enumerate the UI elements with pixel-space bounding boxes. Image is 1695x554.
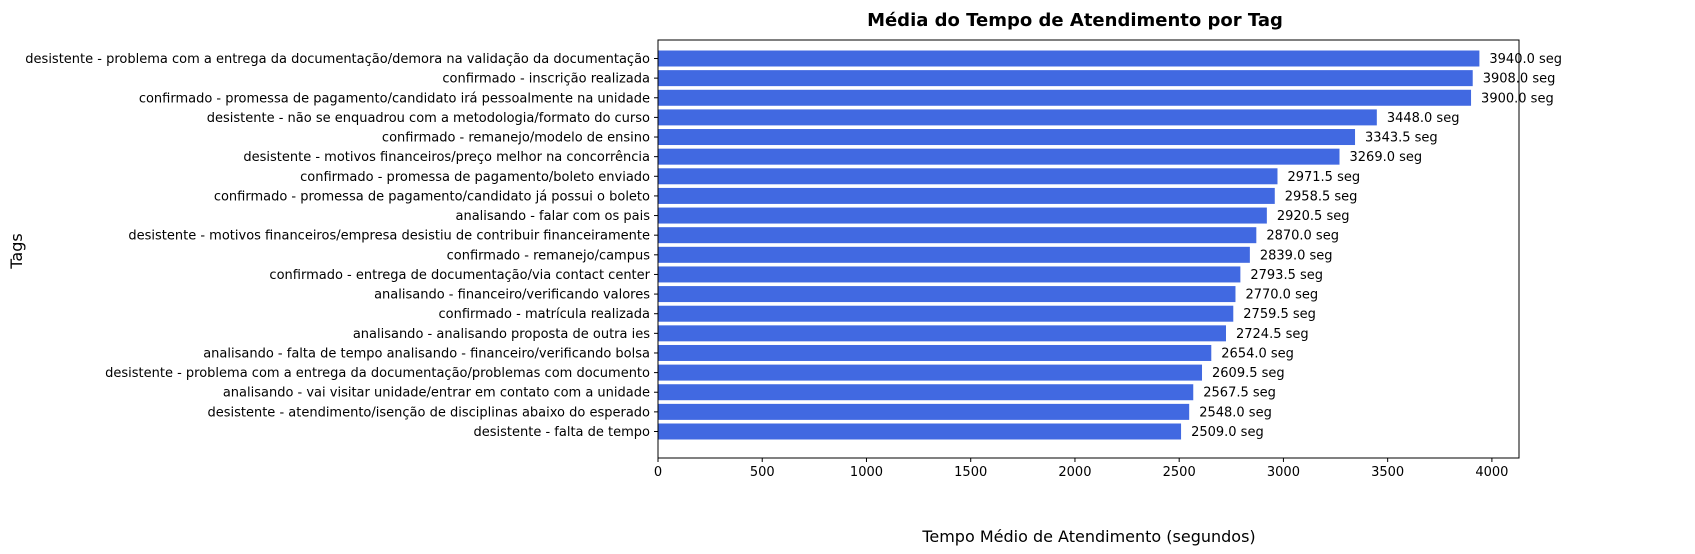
bar	[658, 109, 1377, 126]
data-label: 2724.5 seg	[1236, 327, 1309, 342]
bar	[658, 364, 1203, 381]
data-label: 2839.0 seg	[1260, 248, 1333, 263]
bar	[658, 70, 1473, 87]
plot-frame	[657, 39, 1520, 459]
y-tick-label: analisando - vai visitar unidade/entrar …	[223, 386, 650, 401]
data-label: 3269.0 seg	[1350, 150, 1423, 165]
y-tick-label: confirmado - promessa de pagamento/candi…	[139, 91, 650, 106]
data-label: 2870.0 seg	[1266, 229, 1339, 244]
bar	[658, 266, 1241, 283]
x-tick-label: 3500	[1371, 465, 1404, 480]
bar	[658, 129, 1356, 146]
y-axis-label: Tags	[7, 233, 26, 269]
data-label: 3448.0 seg	[1387, 111, 1460, 126]
x-tick-label: 500	[750, 465, 775, 480]
data-label: 3940.0 seg	[1489, 52, 1562, 67]
bar	[658, 207, 1267, 224]
x-tick-label: 1000	[850, 465, 883, 480]
data-label: 2509.0 seg	[1191, 425, 1264, 440]
y-tick-label: analisando - falta de tempo analisando -…	[203, 346, 650, 361]
x-tick-label: 4000	[1475, 465, 1508, 480]
x-tick-label: 2500	[1163, 465, 1196, 480]
bar	[658, 89, 1472, 106]
data-label: 2920.5 seg	[1277, 209, 1350, 224]
y-tick-label: confirmado - entrega de documentação/via…	[269, 268, 650, 283]
data-label: 2567.5 seg	[1203, 386, 1276, 401]
data-label: 3343.5 seg	[1365, 131, 1438, 146]
plot-area: desistente - problema com a entrega da d…	[25, 39, 1562, 480]
x-tick-label: 3000	[1267, 465, 1300, 480]
bar	[658, 168, 1278, 185]
bar	[658, 325, 1226, 342]
y-tick-label: confirmado - remanejo/campus	[447, 248, 651, 263]
bar	[658, 286, 1236, 303]
data-label: 2548.0 seg	[1199, 405, 1272, 420]
bar	[658, 50, 1480, 67]
y-tick-label: confirmado - inscrição realizada	[442, 72, 650, 87]
y-tick-label: analisando - analisando proposta de outr…	[353, 327, 650, 342]
y-tick-label: analisando - falar com os pais	[456, 209, 651, 224]
data-label: 2609.5 seg	[1212, 366, 1285, 381]
x-tick-label: 1500	[954, 465, 987, 480]
bar	[658, 403, 1190, 420]
y-tick-label: desistente - problema com a entrega da d…	[25, 52, 650, 67]
bar	[658, 246, 1250, 263]
y-tick-label: confirmado - promessa de pagamento/candi…	[214, 189, 650, 204]
data-label: 2770.0 seg	[1245, 288, 1318, 303]
y-tick-label: desistente - motivos financeiros/preço m…	[243, 150, 650, 165]
y-tick-label: desistente - falta de tempo	[474, 425, 651, 440]
bar	[658, 344, 1212, 361]
x-tick-label: 2000	[1058, 465, 1091, 480]
data-label: 3900.0 seg	[1481, 91, 1554, 106]
y-tick-label: confirmado - remanejo/modelo de ensino	[382, 131, 650, 146]
bar	[658, 423, 1182, 440]
y-tick-label: desistente - não se enquadrou com a meto…	[207, 111, 650, 126]
x-axis-label: Tempo Médio de Atendimento (segundos)	[921, 527, 1255, 546]
bar	[658, 187, 1275, 204]
x-tick-label: 0	[654, 465, 662, 480]
data-label: 2759.5 seg	[1243, 307, 1316, 322]
bar	[658, 148, 1340, 165]
y-tick-label: desistente - atendimento/isenção de disc…	[207, 405, 650, 420]
data-label: 2971.5 seg	[1287, 170, 1360, 185]
y-tick-label: desistente - motivos financeiros/empresa…	[128, 229, 650, 244]
bar	[658, 227, 1257, 244]
y-tick-label: confirmado - promessa de pagamento/bolet…	[300, 170, 650, 185]
chart-title: Média do Tempo de Atendimento por Tag	[867, 10, 1283, 31]
bar	[658, 305, 1234, 322]
data-label: 2654.0 seg	[1221, 346, 1294, 361]
y-tick-label: analisando - financeiro/verificando valo…	[374, 288, 650, 303]
y-tick-label: desistente - problema com a entrega da d…	[105, 366, 650, 381]
bar	[658, 384, 1194, 401]
data-label: 2958.5 seg	[1285, 189, 1358, 204]
y-tick-label: confirmado - matrícula realizada	[439, 307, 650, 322]
data-label: 2793.5 seg	[1250, 268, 1323, 283]
